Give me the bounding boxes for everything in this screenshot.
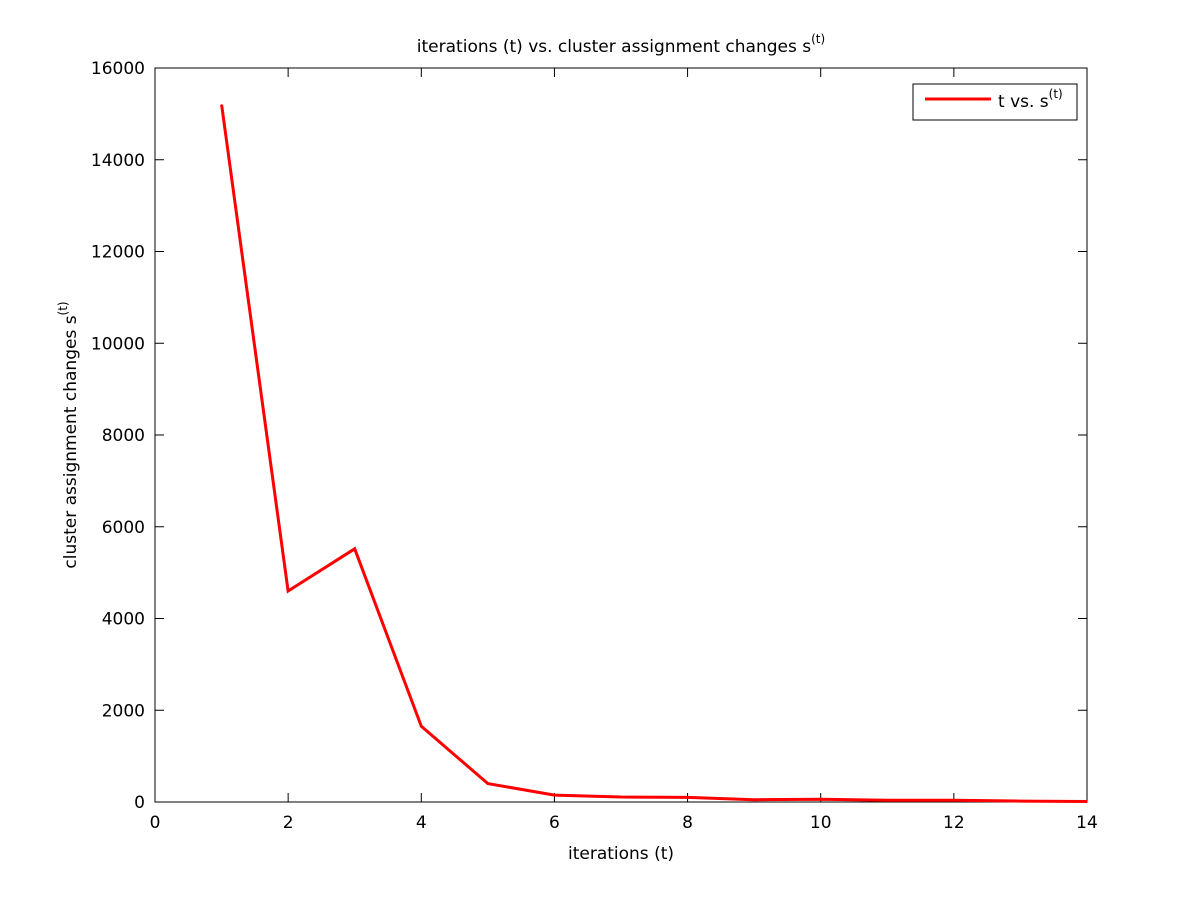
- legend-entry-main: t vs. s: [998, 92, 1049, 112]
- y-tick-label: 4000: [102, 610, 145, 630]
- series-line-0: [220, 104, 1088, 803]
- data-point: [886, 799, 888, 801]
- y-tick-label: 14000: [91, 151, 145, 171]
- legend-entry: t vs. s(t): [998, 87, 1063, 112]
- data-point: [1086, 801, 1088, 802]
- data-point: [287, 590, 289, 592]
- data-point: [820, 798, 822, 800]
- y-axis-label-superscript: (t): [56, 301, 70, 315]
- x-tick-label: 14: [1076, 813, 1098, 833]
- data-point: [354, 548, 356, 550]
- plot-area: [154, 67, 1088, 803]
- x-tick-label: 6: [549, 813, 560, 833]
- y-tick-label: 6000: [102, 518, 145, 538]
- y-axis-label: cluster assignment changes s(t): [56, 301, 81, 568]
- data-point: [620, 796, 622, 798]
- y-tick-labels: 0 2000 4000 6000 8000 10000 12000 14000 16000: [91, 59, 145, 813]
- x-tick-label: 2: [283, 813, 294, 833]
- legend-box: [912, 83, 1078, 121]
- x-tick-label: 8: [682, 813, 693, 833]
- axis-ticks: [154, 67, 1088, 803]
- data-point: [1019, 800, 1021, 802]
- data-point: [487, 783, 489, 785]
- data-point: [953, 799, 955, 801]
- x-tick-labels: 0 2 4 6 8 10 12 14: [150, 813, 1098, 833]
- y-tick-label: 2000: [102, 701, 145, 721]
- x-tick-label: 10: [810, 813, 832, 833]
- chart-title-superscript: (t): [811, 32, 825, 46]
- legend: t vs. s(t): [912, 83, 1078, 121]
- x-tick-label: 0: [150, 813, 161, 833]
- x-axis-label: iterations (t): [568, 844, 674, 864]
- series-layer: [220, 104, 1088, 803]
- data-point: [687, 796, 689, 798]
- data-point: [420, 725, 422, 727]
- y-axis-label-main: cluster assignment changes s: [61, 315, 81, 568]
- chart-title: iterations (t) vs. cluster assignment ch…: [417, 32, 825, 57]
- x-tick-label: 12: [943, 813, 965, 833]
- y-tick-label: 8000: [102, 426, 145, 446]
- y-tick-label: 16000: [91, 59, 145, 79]
- x-tick-label: 4: [416, 813, 427, 833]
- data-point: [753, 799, 755, 801]
- y-tick-label: 0: [134, 793, 145, 813]
- legend-entry-superscript: (t): [1049, 87, 1063, 101]
- y-tick-label: 10000: [91, 334, 145, 354]
- chart-title-main: iterations (t) vs. cluster assignment ch…: [417, 37, 811, 57]
- y-tick-label: 12000: [91, 243, 145, 263]
- data-point: [221, 104, 223, 106]
- data-point: [553, 794, 555, 796]
